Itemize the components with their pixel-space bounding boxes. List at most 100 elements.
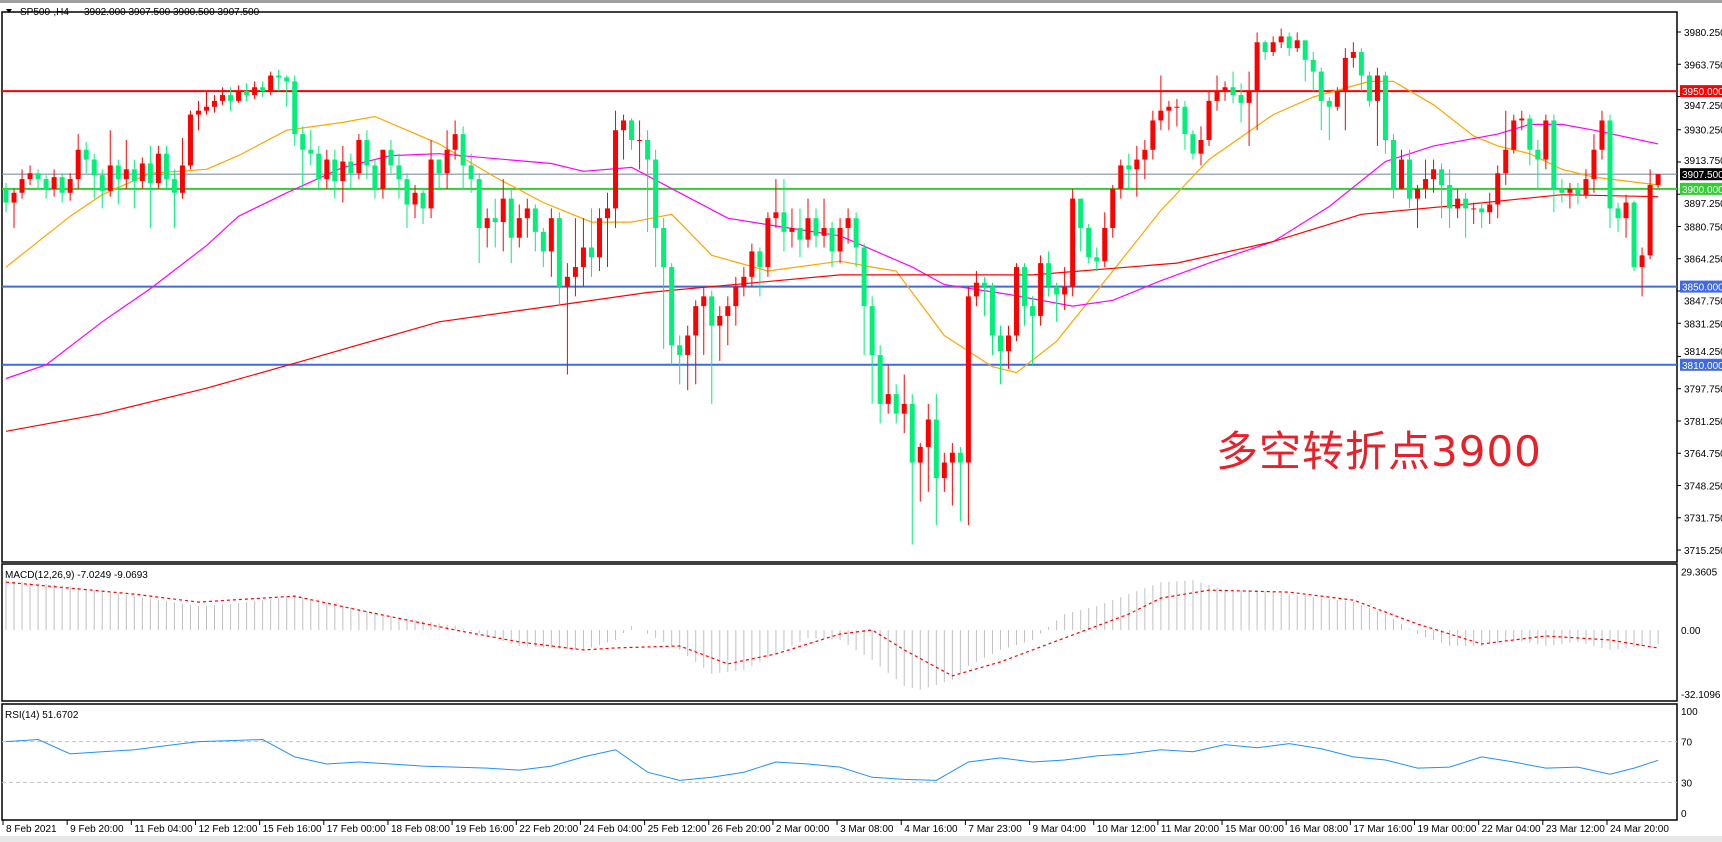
candle-body — [709, 296, 715, 326]
candle-body — [853, 218, 859, 248]
candle-body — [677, 345, 683, 356]
time-tick-label: 11 Feb 04:00 — [134, 824, 193, 835]
candle-body — [252, 87, 258, 96]
candle-body — [364, 139, 370, 166]
candle-body — [1190, 134, 1196, 154]
time-tick-label: 7 Mar 23:00 — [968, 824, 1022, 835]
candle-body — [813, 218, 819, 236]
moving-average-line-2 — [5, 194, 1659, 432]
candle-body — [1350, 52, 1356, 58]
level-price-badge — [1680, 182, 1722, 195]
candle-body — [1094, 257, 1100, 262]
time-tick-label: 10 Mar 12:00 — [1097, 824, 1156, 835]
candle-body — [532, 208, 538, 232]
time-tick-label: 26 Feb 20:00 — [712, 824, 771, 835]
candle-body — [797, 227, 803, 240]
rsi-pane-frame — [1, 703, 1678, 821]
candle-body — [308, 149, 314, 154]
candle-body — [685, 335, 691, 356]
candle-body — [781, 212, 787, 232]
candle-body — [1374, 75, 1380, 101]
candle-body — [187, 114, 193, 166]
candle-body — [35, 173, 41, 180]
candle-body — [564, 276, 570, 287]
price-tick-label: 3748.250 — [1684, 481, 1722, 492]
candle-body — [1086, 227, 1092, 258]
candle-body — [228, 95, 234, 101]
candle-body — [204, 106, 209, 111]
candle-body — [1206, 100, 1212, 140]
candle-body — [1439, 169, 1445, 185]
candle-body — [348, 161, 354, 174]
candle-body — [1110, 188, 1116, 228]
candle-body — [548, 218, 554, 252]
candle-body — [492, 218, 498, 223]
candle-body — [1615, 208, 1621, 219]
candle-body — [1014, 267, 1020, 336]
candle-body — [43, 179, 49, 189]
candle-body — [1639, 255, 1645, 268]
candle-body — [1599, 120, 1605, 150]
candle-body — [901, 403, 907, 414]
candle-body — [917, 446, 923, 463]
candle-body — [861, 247, 867, 307]
candle-body — [500, 198, 506, 223]
level-price-label: 3850.000 — [1682, 283, 1722, 294]
level-price-label: 3900.000 — [1682, 185, 1722, 196]
candle-body — [789, 227, 795, 232]
candle-body — [1455, 198, 1461, 209]
candle-body — [965, 296, 971, 463]
candle-body — [372, 165, 378, 189]
candle-body — [147, 163, 153, 184]
level-price-label: 3907.500 — [1682, 170, 1722, 181]
price-tick-label: 3814.250 — [1684, 347, 1722, 358]
price-tick-label: 3847.750 — [1684, 297, 1722, 308]
candle-body — [1158, 110, 1164, 121]
candle-body — [83, 149, 89, 160]
level-price-badge — [1680, 358, 1722, 371]
price-tick-label: 3880.750 — [1684, 222, 1722, 233]
candle-body — [1046, 263, 1052, 287]
candle-body — [1551, 120, 1557, 189]
macd-signal-line — [5, 581, 1659, 677]
candle-body — [324, 159, 330, 180]
price-tick-label: 3764.750 — [1684, 449, 1722, 460]
rsi-title: RSI(14) 51.6702 — [5, 710, 79, 721]
candle-body — [412, 192, 418, 205]
candle-body — [1607, 120, 1613, 209]
candle-body — [596, 218, 602, 258]
candle-body — [869, 306, 875, 356]
candle-body — [1390, 139, 1396, 189]
candle-body — [957, 452, 963, 463]
candle-body — [284, 77, 290, 82]
price-tick-label: 3715.250 — [1684, 546, 1722, 557]
candle-body — [556, 218, 562, 287]
candle-body — [67, 179, 73, 193]
time-tick-label: 4 Mar 16:00 — [904, 824, 958, 835]
candle-body — [1286, 36, 1292, 49]
candle-body — [1575, 188, 1581, 195]
time-tick-label: 16 Mar 08:00 — [1289, 824, 1348, 835]
macd-tick-label: 0.00 — [1681, 626, 1701, 637]
macd-pane-frame — [1, 563, 1678, 702]
candle-body — [356, 139, 362, 174]
candle-body — [1142, 149, 1148, 160]
candle-body — [741, 276, 747, 287]
candle-body — [236, 91, 242, 101]
candle-body — [997, 335, 1003, 352]
candle-body — [765, 218, 771, 268]
macd-tick-label: -32.1096 — [1681, 690, 1721, 701]
candle-body — [11, 192, 17, 203]
time-tick-label: 22 Feb 20:00 — [519, 824, 578, 835]
candle-body — [444, 149, 450, 174]
dropdown-triangle-icon[interactable] — [6, 9, 12, 13]
candle-body — [885, 394, 891, 404]
candle-body — [981, 282, 987, 287]
candle-body — [1623, 202, 1629, 219]
candle-body — [131, 169, 137, 182]
candle-body — [1238, 95, 1244, 103]
time-tick-label: 24 Mar 20:00 — [1610, 824, 1669, 835]
candle-body — [220, 95, 226, 101]
candle-body — [1407, 159, 1412, 199]
